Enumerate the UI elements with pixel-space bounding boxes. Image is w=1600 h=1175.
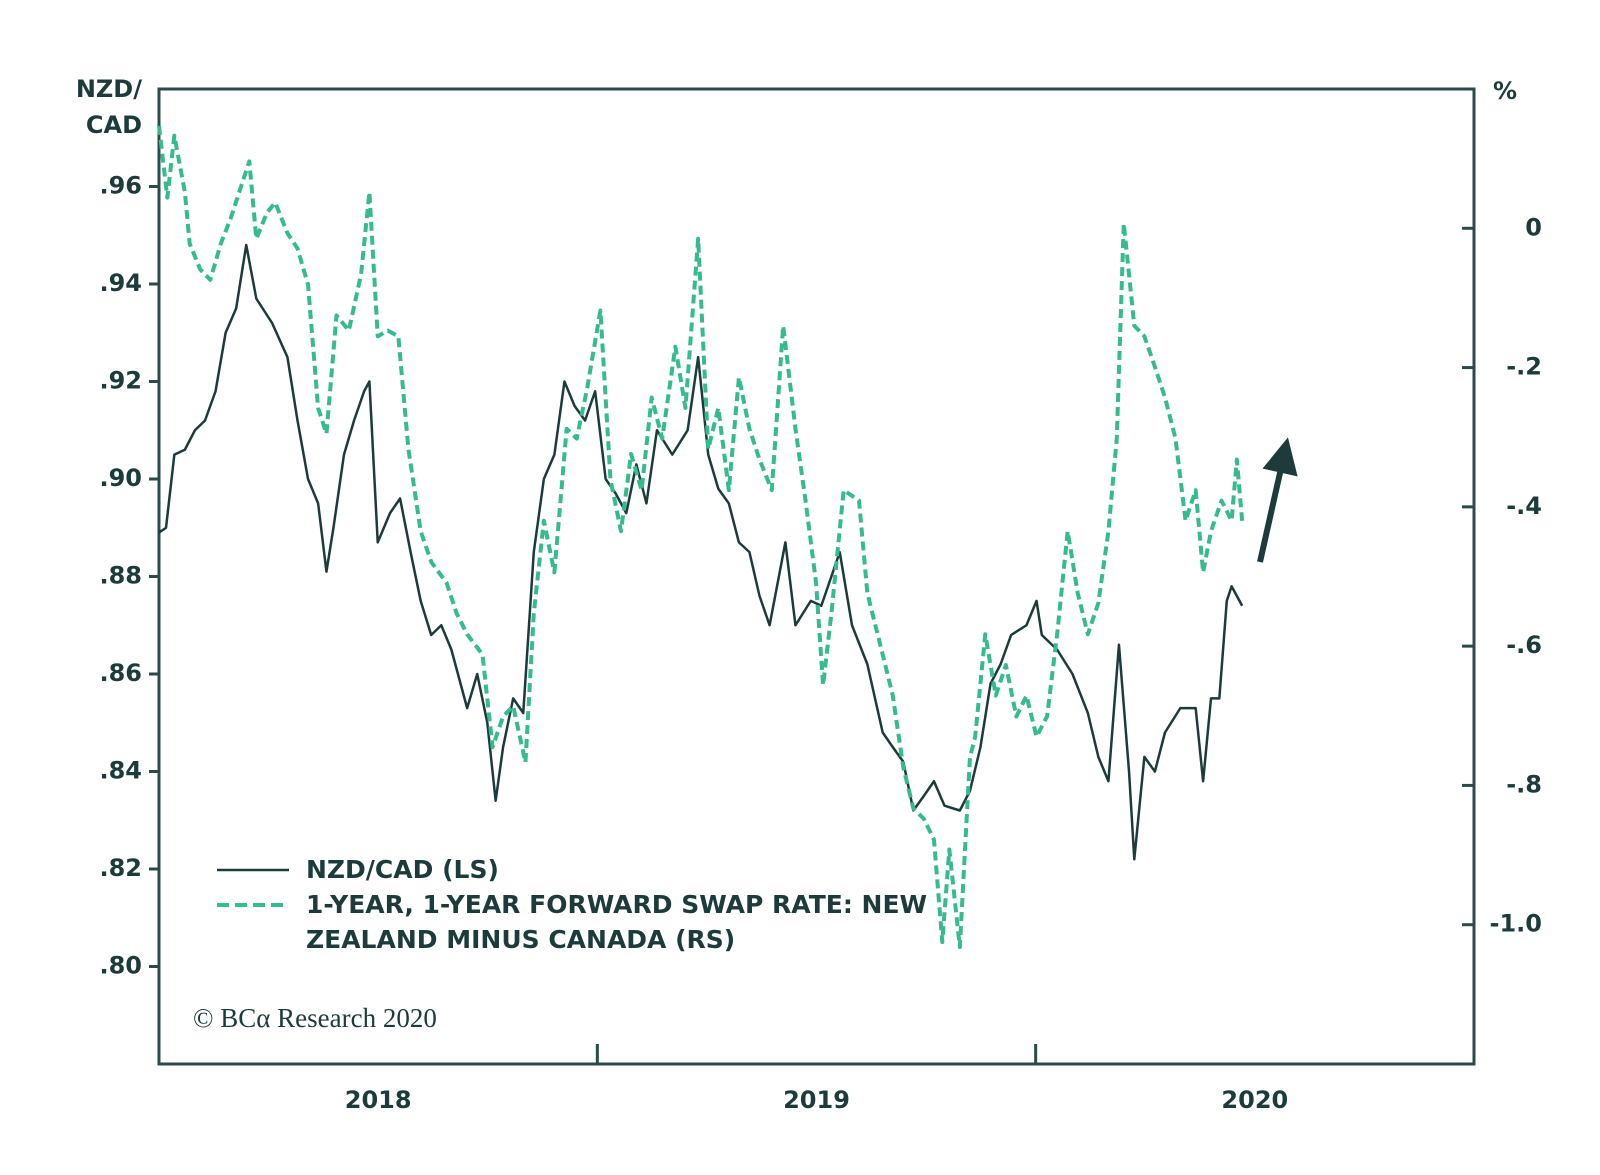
y2-tick-label: -1.0: [1490, 910, 1542, 938]
y2-tick-label: 0: [1525, 213, 1542, 241]
y-tick-label: .84: [99, 757, 142, 785]
series-line: [158, 243, 1244, 861]
y-axis-label: CAD: [86, 111, 142, 139]
y-tick-label: .92: [99, 367, 142, 395]
legend-entry: NZD/CAD (LS): [306, 855, 499, 884]
x-tick-label: 2018: [345, 1086, 412, 1114]
y-tick-label: .86: [99, 659, 142, 687]
x-tick-label: 2019: [783, 1086, 850, 1114]
y2-tick-label: -.2: [1506, 353, 1542, 381]
y-tick-label: .90: [99, 464, 142, 492]
y-axis-label: NZD/: [76, 75, 142, 103]
y2-axis-label: %: [1493, 77, 1517, 105]
y-tick-label: .94: [99, 269, 142, 297]
y2-tick-label: -.4: [1506, 492, 1542, 520]
y2-tick-label: -.6: [1506, 631, 1542, 659]
source-note: © BCα Research 2020: [193, 1003, 437, 1033]
y-tick-label: .80: [99, 952, 142, 980]
series-line: [157, 125, 1245, 949]
y2-tick-label: -.8: [1506, 770, 1542, 798]
y-tick-label: .88: [99, 562, 142, 590]
y-tick-label: .82: [99, 854, 142, 882]
legend-entry: 1-YEAR, 1-YEAR FORWARD SWAP RATE: NEW ZE…: [306, 890, 928, 954]
trend-arrow: [1257, 437, 1298, 563]
x-tick-label: 2020: [1221, 1086, 1288, 1114]
y-tick-label: .96: [99, 172, 142, 200]
